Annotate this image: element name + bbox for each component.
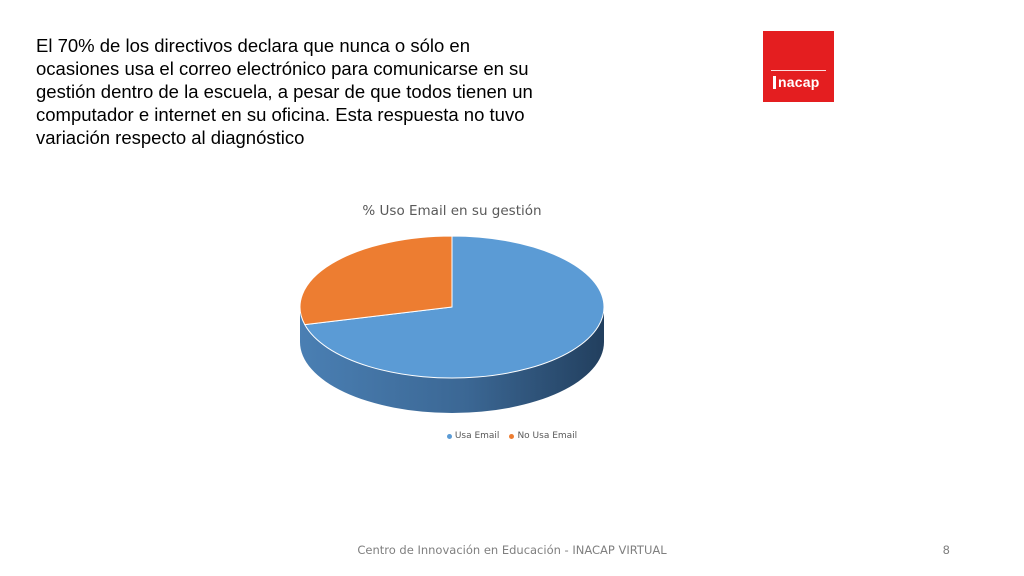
logo-mark <box>773 76 776 89</box>
pie-side-usa-email <box>300 307 604 413</box>
pie-chart <box>299 235 605 413</box>
logo-wordmark: nacap <box>778 74 820 90</box>
legend-label-usa-email: Usa Email <box>454 431 500 441</box>
page-number: 8 <box>942 543 950 557</box>
chart-legend: Usa Email No Usa Email <box>0 431 1024 441</box>
inacap-logo: nacap <box>763 31 834 102</box>
legend-swatch-no-usa-email <box>509 433 515 439</box>
legend-swatch-usa-email <box>446 433 452 439</box>
footer-text: Centro de Innovación en Educación - INAC… <box>357 543 667 557</box>
pie-slice-usa-email <box>304 235 605 379</box>
pie-slice-no-usa-email <box>299 235 453 326</box>
intro-text: El 70% de los directivos declara que nun… <box>36 35 533 148</box>
pie-group <box>299 235 605 413</box>
legend-label-no-usa-email: No Usa Email <box>517 431 578 441</box>
chart-title: % Uso Email en su gestión <box>362 203 542 219</box>
logo-rule <box>771 70 826 71</box>
legend-item-no-usa-email: No Usa Email <box>509 431 577 441</box>
legend-item-usa-email: Usa Email <box>446 431 500 441</box>
